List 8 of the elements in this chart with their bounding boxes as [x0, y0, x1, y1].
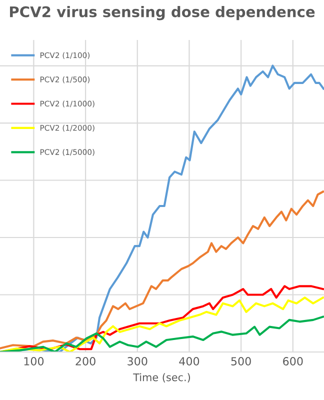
x-tick-label: 200	[76, 357, 96, 366]
x-tick-label: 300	[128, 357, 148, 366]
chart-title: PCV2 virus sensing dose dependence	[10, 6, 315, 20]
x-axis-title: Time (sec.)	[133, 373, 190, 382]
x-tick-label: 400	[179, 357, 200, 366]
x-tick-label: 600	[283, 357, 303, 366]
x-tick-label: 100	[24, 357, 44, 366]
x-tick-label: 500	[231, 357, 251, 366]
